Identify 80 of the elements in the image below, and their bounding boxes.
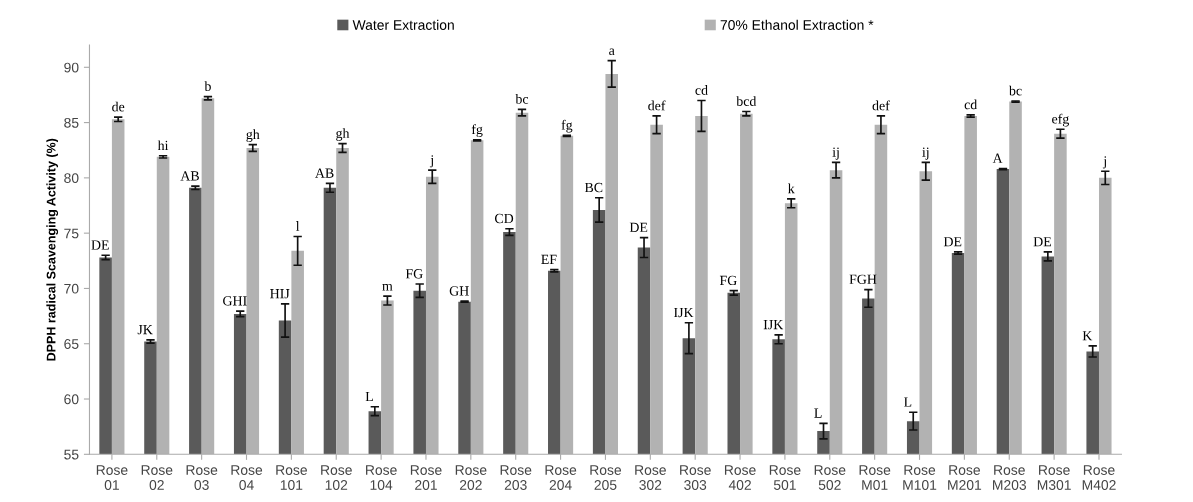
data-label: gh (336, 128, 350, 141)
data-label: K (1082, 331, 1093, 341)
x-tick-label: Rose M203 (993, 465, 1027, 490)
x-tick-label: Rose 203 (500, 465, 532, 490)
data-label: FGH (849, 274, 877, 284)
y-tick-label: 55 (64, 449, 79, 460)
x-tick-label: Rose M01 (859, 465, 891, 490)
x-tick-label: Rose M301 (1037, 465, 1071, 490)
x-tick-label: Rose 201 (410, 465, 442, 490)
data-label: HIJ (270, 289, 290, 299)
data-label: fg (471, 124, 483, 137)
data-label: IJK (763, 320, 784, 330)
data-label: GH (449, 286, 469, 296)
data-label: bc (515, 93, 529, 104)
data-label: ij (832, 147, 839, 160)
legend-label: 70% Ethanol Extraction * (720, 19, 874, 30)
y-tick-label: 60 (64, 394, 79, 405)
data-label: AB (315, 168, 334, 178)
data-label: JK (137, 325, 153, 335)
y-tick-label: 90 (64, 62, 79, 73)
y-tick-label: 80 (64, 173, 79, 184)
data-label: gh (246, 129, 260, 142)
y-tick-label: 70 (64, 283, 79, 294)
y-tick-label: 75 (64, 228, 79, 239)
data-label: FG (719, 275, 737, 286)
x-tick-label: Rose 03 (186, 465, 218, 490)
data-label: ij (922, 147, 929, 160)
data-label: cd (695, 85, 708, 95)
data-label: DE (629, 222, 648, 232)
data-label: DE (1033, 237, 1052, 247)
legend-label: Water Extraction (352, 19, 454, 30)
data-label: bcd (736, 96, 757, 106)
x-tick-label: Rose M201 (948, 465, 982, 490)
x-tick-label: Rose 501 (769, 465, 801, 490)
data-label: j (1102, 156, 1106, 169)
data-label: def (872, 100, 890, 111)
data-label: DE (943, 237, 962, 247)
data-label: L (904, 397, 912, 407)
x-tick-label: Rose 102 (321, 465, 352, 490)
x-tick-label: Rose 303 (680, 465, 711, 490)
data-label: L (365, 391, 373, 402)
data-label: A (992, 153, 1003, 163)
x-tick-label: Rose 402 (724, 465, 756, 490)
data-label: a (609, 48, 615, 56)
data-label: DE (91, 240, 109, 250)
x-tick-label: Rose 205 (590, 465, 622, 490)
data-label: L (814, 408, 822, 418)
x-tick-label: Rose 104 (366, 465, 397, 490)
y-tick-label: 85 (64, 117, 79, 128)
x-tick-label: Rose 202 (455, 465, 487, 490)
data-label: GHI (223, 296, 247, 306)
y-tick-label: 65 (64, 339, 79, 349)
data-label: k (787, 183, 795, 194)
x-tick-label: Rose 302 (635, 465, 666, 490)
data-label: de (112, 101, 125, 112)
x-tick-label: Rose 01 (96, 465, 128, 490)
data-label: l (296, 221, 300, 231)
data-label: cd (964, 99, 978, 110)
x-tick-label: Rose 101 (276, 465, 307, 490)
data-label: fg (561, 119, 573, 133)
data-label: hi (157, 140, 169, 151)
data-label: EF (541, 254, 557, 264)
data-label: AB (180, 171, 199, 181)
data-label: m (382, 283, 393, 291)
data-label: b (204, 81, 211, 92)
x-tick-label: Rose 502 (814, 465, 846, 490)
x-tick-label: Rose 204 (545, 465, 577, 490)
data-label: CD (494, 213, 514, 224)
x-tick-label: Rose M101 (903, 465, 937, 490)
data-label: BC (584, 182, 603, 193)
x-tick-label: Rose M402 (1082, 465, 1116, 490)
x-tick-label: Rose 04 (231, 465, 263, 490)
x-tick-label: Rose 02 (141, 465, 173, 490)
data-label: efg (1052, 113, 1069, 127)
data-label: FG (405, 269, 423, 279)
data-label: bc (1008, 85, 1022, 96)
data-label: IJK (673, 307, 694, 318)
data-label: j (429, 155, 433, 168)
data-label: def (648, 100, 666, 111)
y-axis-title: DPPH radical Scavenging Activity (%) (46, 138, 59, 361)
